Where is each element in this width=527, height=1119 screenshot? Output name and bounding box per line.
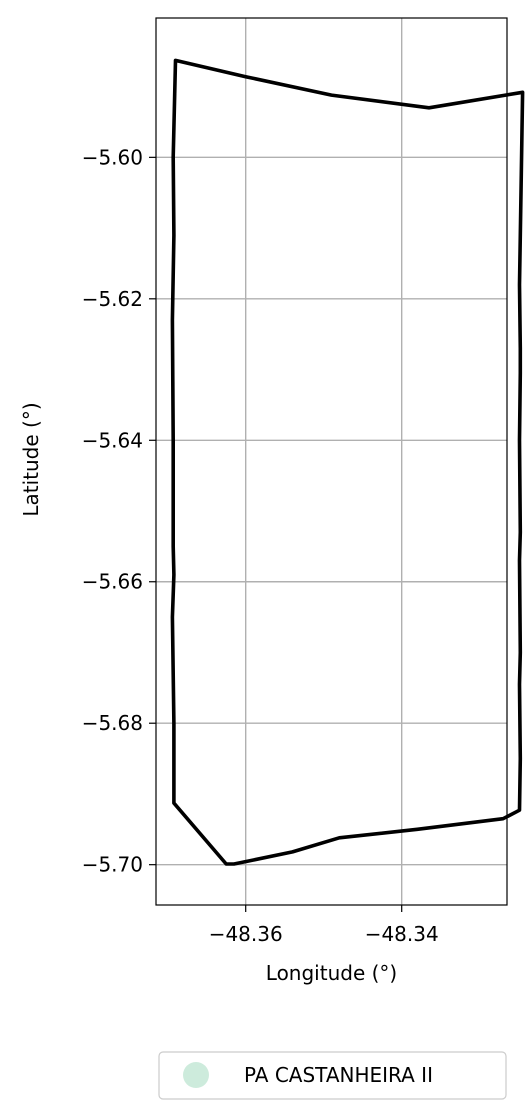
x-axis-title: Longitude (°) bbox=[266, 961, 397, 985]
y-tick-label: −5.70 bbox=[82, 853, 143, 877]
y-tick-label: −5.60 bbox=[82, 145, 143, 169]
y-tick-labels: −5.60 −5.62 −5.64 −5.66 −5.68 −5.70 bbox=[82, 145, 143, 876]
y-tick-label: −5.62 bbox=[82, 287, 143, 311]
y-tick-label: −5.68 bbox=[82, 711, 143, 735]
x-tick-label: −48.34 bbox=[365, 922, 439, 946]
series-line bbox=[170, 58, 525, 866]
legend: PA CASTANHEIRA II bbox=[158, 1051, 507, 1100]
y-axis-title: Latitude (°) bbox=[19, 402, 43, 516]
legend-entry-label: PA CASTANHEIRA II bbox=[244, 1063, 433, 1087]
x-tick-labels: −48.36 −48.34 bbox=[209, 922, 439, 946]
y-tick-label: −5.64 bbox=[82, 428, 143, 452]
axis-ticks bbox=[149, 156, 403, 912]
x-tick-label: −48.36 bbox=[209, 922, 283, 946]
series-layer bbox=[170, 58, 525, 866]
axes-frame bbox=[155, 17, 508, 906]
grid-lines bbox=[156, 18, 507, 905]
legend-box bbox=[158, 1051, 507, 1100]
legend-marker bbox=[183, 1062, 209, 1088]
y-tick-label: −5.66 bbox=[82, 570, 143, 594]
